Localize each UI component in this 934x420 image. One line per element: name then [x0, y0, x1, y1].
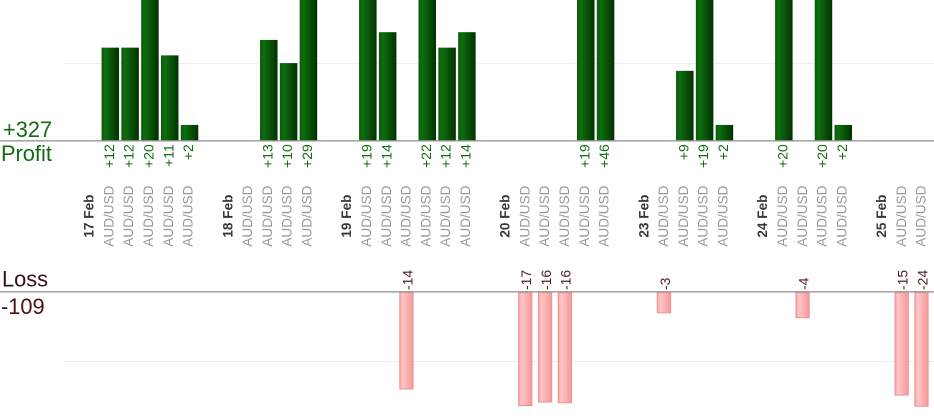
svg-text:18 Feb: 18 Feb	[220, 195, 235, 238]
svg-text:+12: +12	[121, 144, 137, 168]
svg-text:+19: +19	[358, 144, 374, 168]
svg-text:+2: +2	[715, 144, 731, 160]
svg-text:AUD/USD: AUD/USD	[359, 185, 374, 246]
svg-text:-17: -17	[518, 270, 534, 290]
svg-text:-14: -14	[399, 270, 415, 290]
svg-text:AUD/USD: AUD/USD	[894, 185, 909, 246]
svg-text:AUD/USD: AUD/USD	[181, 185, 196, 246]
svg-text:+10: +10	[279, 144, 295, 168]
svg-text:AUD/USD: AUD/USD	[696, 185, 711, 246]
svg-text:24 Feb: 24 Feb	[755, 195, 770, 238]
svg-text:AUD/USD: AUD/USD	[399, 185, 414, 246]
svg-text:Profit: Profit	[1, 141, 52, 166]
svg-text:AUD/USD: AUD/USD	[517, 185, 532, 246]
svg-text:AUD/USD: AUD/USD	[121, 185, 136, 246]
svg-text:AUD/USD: AUD/USD	[775, 185, 790, 246]
svg-text:AUD/USD: AUD/USD	[597, 185, 612, 246]
svg-text:AUD/USD: AUD/USD	[537, 185, 552, 246]
svg-text:-16: -16	[538, 270, 554, 290]
svg-text:+20: +20	[141, 144, 157, 168]
svg-text:AUD/USD: AUD/USD	[834, 185, 849, 246]
svg-text:+2: +2	[834, 144, 850, 160]
svg-text:AUD/USD: AUD/USD	[656, 185, 671, 246]
svg-text:AUD/USD: AUD/USD	[716, 185, 731, 246]
svg-text:25 Feb: 25 Feb	[874, 195, 889, 238]
svg-text:+29: +29	[299, 144, 315, 168]
svg-text:AUD/USD: AUD/USD	[300, 185, 315, 246]
svg-text:AUD/USD: AUD/USD	[577, 185, 592, 246]
svg-text:AUD/USD: AUD/USD	[101, 185, 116, 246]
svg-text:AUD/USD: AUD/USD	[815, 185, 830, 246]
svg-text:-15: -15	[895, 270, 911, 290]
svg-text:AUD/USD: AUD/USD	[161, 185, 176, 246]
svg-text:AUD/USD: AUD/USD	[438, 185, 453, 246]
svg-text:AUD/USD: AUD/USD	[914, 185, 929, 246]
svg-text:AUD/USD: AUD/USD	[260, 185, 275, 246]
svg-text:AUD/USD: AUD/USD	[379, 185, 394, 246]
svg-text:+14: +14	[378, 144, 394, 168]
svg-text:+12: +12	[101, 144, 117, 168]
svg-text:AUD/USD: AUD/USD	[676, 185, 691, 246]
svg-text:+327: +327	[3, 117, 52, 142]
svg-text:+22: +22	[418, 144, 434, 168]
svg-text:+46: +46	[596, 144, 612, 168]
svg-text:17 Feb: 17 Feb	[82, 195, 97, 238]
svg-text:AUD/USD: AUD/USD	[240, 185, 255, 246]
svg-text:AUD/USD: AUD/USD	[557, 185, 572, 246]
svg-text:+12: +12	[438, 144, 454, 168]
svg-text:-24: -24	[914, 270, 930, 290]
svg-text:-4: -4	[795, 277, 811, 290]
svg-text:19 Feb: 19 Feb	[339, 195, 354, 238]
svg-text:+19: +19	[695, 144, 711, 168]
svg-text:AUD/USD: AUD/USD	[795, 185, 810, 246]
svg-text:Loss: Loss	[2, 267, 48, 292]
svg-text:+11: +11	[160, 144, 176, 167]
svg-text:-109: -109	[1, 294, 45, 319]
svg-text:23 Feb: 23 Feb	[636, 195, 651, 238]
svg-text:20 Feb: 20 Feb	[498, 195, 513, 238]
svg-text:AUD/USD: AUD/USD	[280, 185, 295, 246]
svg-text:-3: -3	[657, 277, 673, 290]
svg-text:AUD/USD: AUD/USD	[458, 185, 473, 246]
svg-text:+20: +20	[814, 144, 830, 168]
svg-text:+20: +20	[774, 144, 790, 168]
svg-text:+19: +19	[576, 144, 592, 168]
svg-text:+13: +13	[259, 144, 275, 168]
svg-text:AUD/USD: AUD/USD	[141, 185, 156, 246]
svg-text:+2: +2	[180, 144, 196, 160]
svg-text:+9: +9	[675, 144, 691, 160]
svg-text:-16: -16	[558, 270, 574, 290]
svg-text:AUD/USD: AUD/USD	[418, 185, 433, 246]
svg-text:+14: +14	[457, 144, 473, 168]
